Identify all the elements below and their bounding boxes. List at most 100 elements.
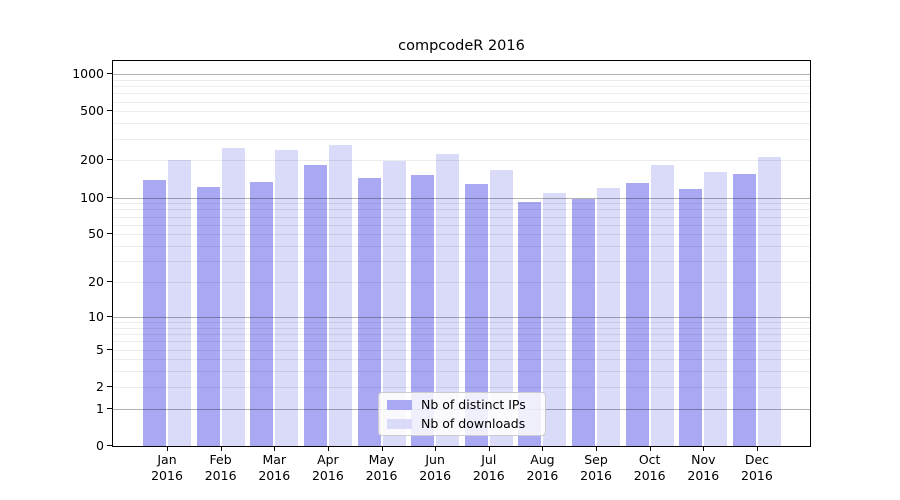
plot-area bbox=[112, 60, 811, 447]
bar-distinct-ips-sep bbox=[572, 199, 596, 446]
y-tick-label-2: 2 bbox=[96, 378, 104, 394]
x-tick-year: 2016 bbox=[741, 468, 773, 483]
x-tick-month: Nov bbox=[691, 452, 716, 467]
y-tick-mark bbox=[107, 315, 112, 317]
x-tick-month: Dec bbox=[744, 452, 770, 467]
bar-distinct-ips-jul bbox=[464, 183, 488, 446]
bar-downloads-feb bbox=[221, 147, 245, 446]
x-tick-year: 2016 bbox=[311, 468, 344, 483]
x-tick-month: Aug bbox=[530, 452, 555, 467]
y-tick-mark bbox=[107, 233, 112, 235]
y-tick-mark bbox=[107, 159, 112, 161]
bar-distinct-ips-feb bbox=[196, 186, 220, 446]
x-tick-mark bbox=[381, 446, 383, 451]
x-tick-mark bbox=[327, 446, 329, 451]
x-tick-year: 2016 bbox=[419, 468, 452, 483]
y-tick-mark bbox=[107, 348, 112, 350]
bar-downloads-nov bbox=[704, 172, 728, 446]
x-tick-label-mar: Mar 2016 bbox=[244, 452, 304, 484]
x-tick-year: 2016 bbox=[472, 468, 505, 483]
bar-downloads-oct bbox=[650, 165, 674, 446]
x-tick-mark bbox=[220, 446, 222, 451]
y-tick-mark bbox=[107, 385, 112, 387]
y-tick-label-500: 500 bbox=[80, 103, 104, 119]
y-tick-mark bbox=[107, 445, 112, 446]
x-tick-mark bbox=[756, 446, 758, 451]
bar-downloads-apr bbox=[328, 144, 352, 446]
x-tick-year: 2016 bbox=[204, 468, 237, 483]
x-tick-label-dec: Dec 2016 bbox=[727, 452, 787, 484]
x-tick-label-oct: Oct 2016 bbox=[620, 452, 680, 484]
y-tick-label-20: 20 bbox=[88, 274, 104, 290]
x-tick-year: 2016 bbox=[258, 468, 291, 483]
bar-distinct-ips-jun bbox=[411, 175, 435, 446]
x-tick-mark bbox=[703, 446, 705, 451]
y-tick-label-0: 0 bbox=[96, 438, 104, 453]
y-tick-mark bbox=[107, 196, 112, 198]
bar-downloads-mar bbox=[275, 150, 299, 446]
x-tick-month: May bbox=[368, 452, 395, 467]
bar-distinct-ips-dec bbox=[732, 173, 756, 446]
x-tick-year: 2016 bbox=[687, 468, 720, 483]
bar-downloads-sep bbox=[597, 187, 621, 446]
x-tick-label-jan: Jan 2016 bbox=[137, 452, 197, 484]
y-tick-label-1000: 1000 bbox=[72, 66, 104, 81]
bar-downloads-jul bbox=[489, 169, 513, 446]
bar-distinct-ips-mar bbox=[250, 182, 274, 446]
bar-distinct-ips-apr bbox=[303, 165, 327, 446]
x-tick-month: Mar bbox=[262, 452, 287, 467]
x-tick-year: 2016 bbox=[580, 468, 612, 483]
y-tick-label-5: 5 bbox=[96, 341, 104, 357]
x-tick-label-jun: Jun 2016 bbox=[405, 452, 465, 484]
legend: Nb of distinct IPs Nb of downloads bbox=[378, 392, 546, 436]
bar-distinct-ips-oct bbox=[625, 182, 649, 446]
bar-downloads-dec bbox=[757, 157, 781, 446]
x-tick-month: Apr bbox=[317, 452, 339, 467]
x-tick-label-jul: Jul 2016 bbox=[459, 452, 519, 484]
x-tick-mark bbox=[542, 446, 544, 451]
bars-layer bbox=[113, 61, 810, 446]
x-tick-year: 2016 bbox=[526, 468, 559, 483]
legend-item-downloads: Nb of downloads bbox=[379, 416, 545, 432]
bar-downloads-jun bbox=[436, 153, 460, 446]
y-tick-label-200: 200 bbox=[80, 152, 104, 168]
bar-downloads-jan bbox=[168, 160, 191, 446]
x-tick-month: Oct bbox=[638, 452, 661, 467]
y-tick-label-50: 50 bbox=[88, 226, 104, 242]
bar-distinct-ips-jan bbox=[143, 180, 166, 446]
x-tick-year: 2016 bbox=[151, 468, 183, 483]
x-tick-mark bbox=[649, 446, 651, 451]
legend-item-distinct-ips: Nb of distinct IPs bbox=[379, 397, 545, 413]
bar-downloads-may bbox=[382, 161, 406, 446]
x-tick-month: Jan bbox=[157, 452, 177, 467]
x-tick-year: 2016 bbox=[365, 468, 398, 483]
legend-label-distinct-ips: Nb of distinct IPs bbox=[421, 397, 526, 412]
y-tick-mark bbox=[107, 110, 112, 112]
legend-swatch-downloads bbox=[387, 418, 412, 429]
x-tick-month: Sep bbox=[584, 452, 608, 467]
bar-downloads-aug bbox=[543, 193, 567, 446]
y-tick-mark bbox=[107, 281, 112, 283]
x-tick-month: Jul bbox=[481, 452, 497, 467]
bar-distinct-ips-aug bbox=[518, 201, 542, 446]
y-tick-mark bbox=[107, 407, 112, 409]
x-tick-mark bbox=[435, 446, 437, 451]
x-tick-month: Jun bbox=[425, 452, 445, 467]
y-tick-label-100: 100 bbox=[80, 189, 104, 205]
x-tick-label-sep: Sep 2016 bbox=[566, 452, 626, 484]
y-tick-label-1: 1 bbox=[96, 400, 104, 416]
legend-label-downloads: Nb of downloads bbox=[421, 416, 526, 431]
bar-distinct-ips-nov bbox=[679, 188, 703, 446]
legend-swatch-distinct-ips bbox=[387, 399, 412, 410]
x-tick-mark bbox=[274, 446, 276, 451]
x-tick-year: 2016 bbox=[633, 468, 666, 483]
y-tick-mark bbox=[107, 73, 112, 74]
x-tick-label-may: May 2016 bbox=[352, 452, 412, 484]
x-tick-mark bbox=[596, 446, 598, 451]
x-tick-month: Feb bbox=[209, 452, 232, 467]
y-tick-label-10: 10 bbox=[88, 308, 104, 324]
x-tick-label-nov: Nov 2016 bbox=[673, 452, 733, 484]
bar-distinct-ips-may bbox=[357, 178, 381, 446]
x-tick-mark bbox=[167, 446, 168, 451]
